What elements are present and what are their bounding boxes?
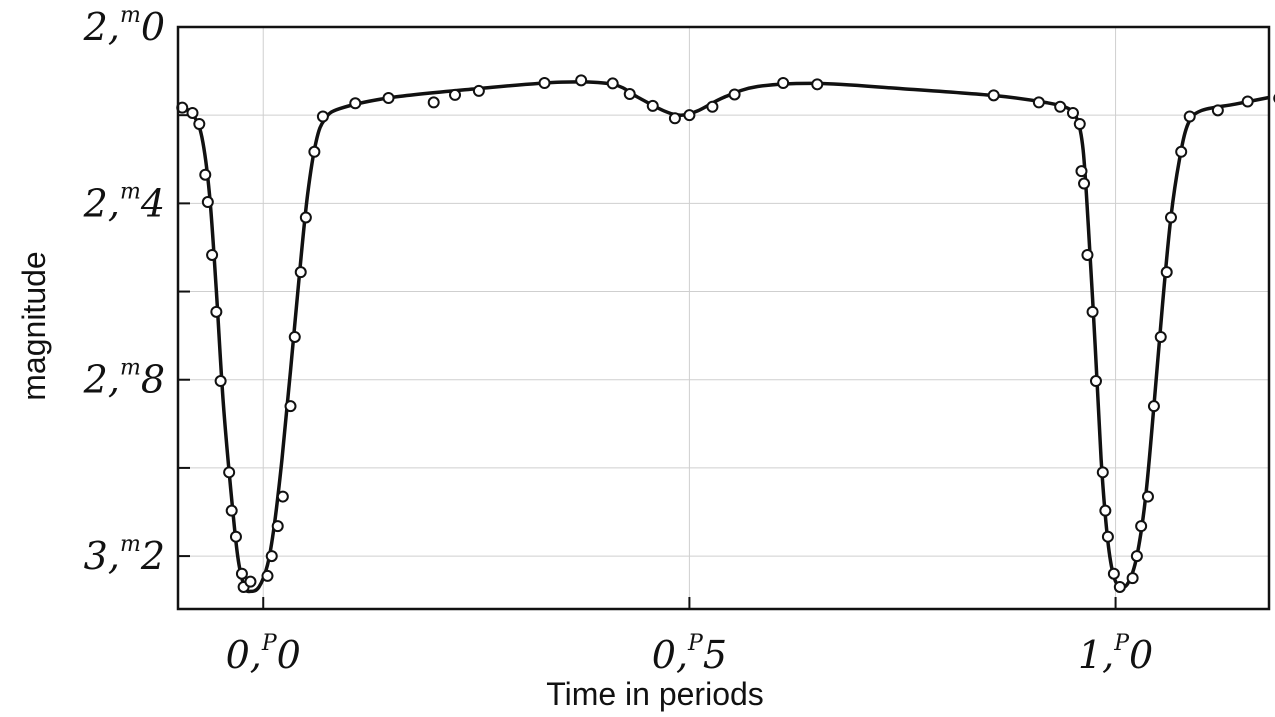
observation-point xyxy=(606,77,619,90)
observation-point xyxy=(1081,248,1094,261)
observation-point xyxy=(382,91,395,104)
observation-point xyxy=(223,466,236,479)
observation-point xyxy=(1078,177,1091,190)
observation-point xyxy=(1183,110,1196,123)
observation-point xyxy=(265,550,278,563)
observation-point xyxy=(1113,580,1126,593)
observation-point xyxy=(1130,550,1143,563)
observation-point xyxy=(1241,95,1254,108)
y-axis-title: magnitude xyxy=(16,251,52,400)
plot-frame xyxy=(176,25,1271,611)
observation-point xyxy=(261,569,274,582)
y-tick-label: 2,m0 xyxy=(83,3,165,49)
observation-point xyxy=(299,211,312,224)
observation-point xyxy=(1126,572,1139,585)
observation-point xyxy=(646,99,659,112)
observation-point xyxy=(288,330,301,343)
x-axis-title: Time in periods xyxy=(546,676,764,712)
observation-point xyxy=(1075,165,1088,178)
observation-point xyxy=(316,110,329,123)
x-tick-labels: 0,P0 0,P5 1,P0 xyxy=(226,631,1154,677)
observation-point xyxy=(284,400,297,413)
x-tick-label: 0,P5 xyxy=(652,631,727,677)
y-tick-label: 2,m4 xyxy=(83,179,165,225)
y-tick-label: 3,m2 xyxy=(84,532,165,578)
observation-point xyxy=(1073,118,1086,130)
observation-point xyxy=(210,305,223,318)
x-tick-label: 1,P0 xyxy=(1078,631,1153,677)
observation-point xyxy=(472,84,485,97)
observation-point xyxy=(1101,530,1114,543)
observation-point xyxy=(811,78,824,91)
observation-point xyxy=(728,88,741,101)
observation-point xyxy=(1147,400,1160,413)
observation-point xyxy=(1141,490,1154,503)
observation-point xyxy=(449,88,462,101)
observation-point xyxy=(199,168,212,181)
observation-point xyxy=(206,248,219,261)
observation-point xyxy=(271,520,284,533)
observation-point xyxy=(1160,266,1173,279)
observation-point xyxy=(538,76,551,89)
observation-point xyxy=(1154,330,1167,343)
observation-point xyxy=(308,145,321,158)
observation-point xyxy=(1032,96,1045,109)
observation-point xyxy=(229,530,242,543)
observation-point xyxy=(186,106,199,119)
observation-point xyxy=(427,96,440,109)
observation-point xyxy=(244,575,257,588)
observation-point xyxy=(1054,100,1067,113)
observation-point xyxy=(349,97,362,110)
observation-point xyxy=(777,76,790,89)
observation-point xyxy=(683,109,696,122)
observation-point xyxy=(1107,567,1120,580)
observation-point xyxy=(987,89,1000,102)
observation-point xyxy=(668,112,681,125)
observation-point xyxy=(193,118,206,130)
observation-point xyxy=(276,490,289,503)
observation-point xyxy=(1086,305,1099,318)
observation-point xyxy=(1211,104,1224,117)
x-tick-label: 0,P0 xyxy=(226,631,301,677)
observation-point xyxy=(623,88,636,101)
observation-point xyxy=(201,196,214,209)
y-tick-labels: 2,m0 2,m4 2,m8 3,m2 xyxy=(83,3,165,578)
observation-point xyxy=(294,266,307,279)
observation-points xyxy=(176,74,1275,593)
observation-point xyxy=(1089,375,1102,388)
observation-point xyxy=(225,504,238,517)
observation-point xyxy=(1164,211,1177,224)
observation-point xyxy=(1099,504,1112,517)
observation-point xyxy=(575,74,588,87)
observation-point xyxy=(1066,106,1079,119)
y-tick-label: 2,m8 xyxy=(83,356,165,402)
observation-point xyxy=(214,375,227,388)
observation-point xyxy=(1135,520,1148,533)
observation-point xyxy=(235,567,248,580)
observation-point xyxy=(706,100,719,113)
observation-point xyxy=(1096,466,1109,479)
observation-point xyxy=(1175,145,1188,158)
